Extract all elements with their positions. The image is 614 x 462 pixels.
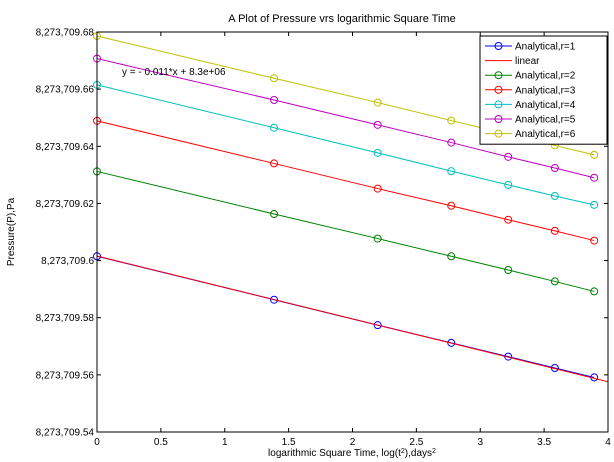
series-line-analytical-r-2 [96, 170, 595, 292]
data-point-analytical-r-2 [550, 277, 559, 286]
legend-marker [494, 115, 503, 123]
x-tick-label: 1 [222, 437, 228, 448]
x-tick-label: 3 [477, 437, 483, 448]
data-point-analytical-r-6 [373, 98, 382, 107]
data-point-analytical-r-2 [504, 266, 513, 274]
data-point-analytical-r-5 [270, 96, 279, 104]
y-tick-label: 8,273,709.58 [36, 313, 95, 324]
series-line-analytical-r-5 [96, 58, 595, 179]
legend: Analytical,r=1 linear Analytical,r=2 Analyt… [479, 35, 608, 145]
data-point-analytical-r-4 [550, 192, 559, 200]
x-tick-label: 1.5 [282, 437, 296, 448]
data-point-analytical-r-4 [590, 200, 599, 209]
chart-title: A Plot of Pressure vrs logarithmic Squar… [228, 13, 455, 25]
data-point-analytical-r-5 [550, 164, 559, 172]
data-point-analytical-r-1 [373, 321, 382, 330]
y-tick-label: 8,273,709.68 [36, 28, 95, 39]
data-point-analytical-r-2 [373, 234, 382, 243]
legend-marker [494, 129, 503, 138]
data-point-analytical-r-1 [447, 338, 456, 347]
x-axis-title-part2: ),days [405, 448, 432, 459]
series-line-analytical-r-6 [96, 35, 595, 156]
legend-marker [494, 100, 503, 109]
legend-entry: Analytical,r=5 [515, 115, 576, 126]
series-line-linear [96, 255, 609, 383]
data-point-analytical-r-2 [447, 252, 456, 261]
data-point-analytical-r-4 [270, 123, 279, 132]
x-axis-title-sup1: 2 [401, 448, 405, 455]
data-point-analytical-r-3 [550, 226, 559, 235]
data-point-analytical-r-3 [504, 215, 513, 224]
x-tick-label: 2.5 [409, 437, 423, 448]
series-layer [93, 32, 609, 383]
x-axis-title-part1: logarithmic Square Time, log(t [268, 448, 401, 459]
legend-entry: Analytical,r=6 [515, 129, 576, 140]
y-tick-label: 8,273,709.56 [36, 370, 95, 381]
y-tick-label: 8,273,709.6 [41, 256, 94, 267]
data-point-analytical-r-5 [590, 173, 599, 182]
y-tick-label: 8,273,709.66 [36, 85, 95, 96]
data-point-analytical-r-4 [447, 167, 456, 176]
data-point-analytical-r-3 [590, 236, 599, 245]
legend-entry: Analytical,r=3 [515, 85, 576, 96]
x-axis-title: logarithmic Square Time, log(t2),days2 [268, 448, 436, 460]
y-axis-title: Pressure(P),Pa [6, 197, 17, 266]
data-point-analytical-r-4 [504, 180, 513, 189]
data-point-analytical-r-2 [270, 210, 279, 218]
series-line-analytical-r-3 [96, 120, 595, 242]
data-point-analytical-r-2 [590, 287, 599, 296]
linear-fit-annotation: y = - 0.011*x + 8.3e+06 [122, 67, 226, 78]
x-axis-title-sup2: 2 [432, 448, 436, 455]
legend-marker [494, 85, 503, 94]
x-tick-label: 3.5 [537, 437, 551, 448]
x-tick-label: 0.5 [154, 437, 168, 448]
data-point-analytical-r-3 [373, 184, 382, 193]
data-point-analytical-r-5 [447, 138, 456, 147]
data-point-analytical-r-3 [447, 201, 456, 210]
data-point-analytical-r-5 [504, 152, 513, 161]
data-point-analytical-r-1 [270, 295, 279, 304]
series-line-analytical-r-4 [96, 84, 595, 206]
y-tick-label: 8,273,709.64 [36, 142, 95, 153]
legend-entry: Analytical,r=1 [515, 42, 576, 53]
data-point-analytical-r-6 [447, 116, 456, 125]
legend-marker [494, 71, 503, 80]
data-point-analytical-r-4 [373, 148, 382, 157]
data-point-analytical-r-6 [270, 74, 279, 83]
legend-entry: linear [515, 56, 540, 67]
data-point-analytical-r-5 [373, 120, 382, 129]
data-point-analytical-r-3 [270, 159, 279, 168]
y-tick-label: 8,273,709.62 [36, 199, 95, 210]
ticks-layer: 0 0.5 1 1.5 2 2.5 3 3.5 4 8,273,709.54 8,273,709.5… [36, 28, 612, 449]
legend-entry: Analytical,r=4 [515, 100, 576, 111]
data-point-analytical-r-6 [590, 150, 599, 159]
y-tick-label: 8,273,709.54 [36, 428, 95, 439]
x-tick-label: 2 [350, 437, 356, 448]
legend-entry: Analytical,r=2 [515, 71, 576, 82]
legend-marker [494, 42, 503, 50]
x-tick-label: 0 [94, 437, 100, 448]
x-tick-label: 4 [605, 437, 611, 448]
